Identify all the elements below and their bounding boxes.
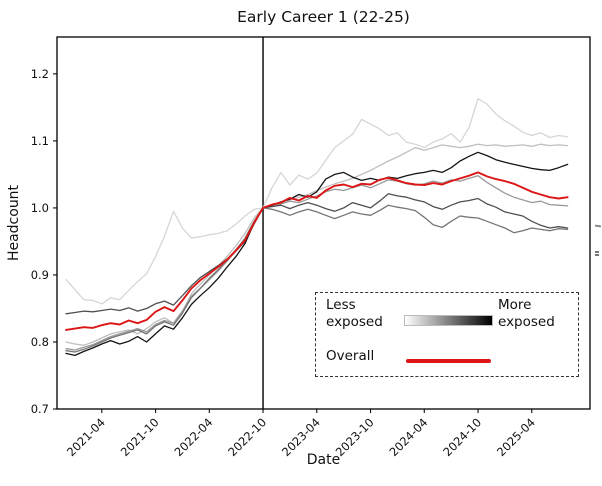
legend-overall-label: Overall	[326, 348, 375, 364]
y-tick-label: 0.9	[31, 268, 49, 282]
legend-more-exposed-label: More exposed	[498, 297, 555, 330]
series-line-exposure-1-least-exposed	[65, 98, 569, 305]
series-line-exposure-3	[65, 175, 569, 351]
x-axis-label: Date	[306, 452, 341, 468]
y-tick-label: 0.7	[31, 402, 49, 416]
exposure-gradient-swatch	[404, 315, 493, 326]
y-tick-label: 1.0	[31, 201, 49, 215]
legend: Less exposed More exposed Overall	[315, 292, 579, 377]
y-tick-label: 1.2	[31, 67, 49, 81]
chart-title: Early Career 1 (22-25)	[237, 8, 410, 26]
y-tick-label: 0.8	[31, 335, 49, 349]
series-line-exposure-4	[65, 204, 569, 353]
series-line-overall	[65, 171, 569, 331]
y-tick-label: 1.1	[31, 134, 49, 148]
cropped-adjacent-panel-mark	[595, 251, 599, 256]
series-line-exposure-6-most-exposed	[65, 151, 569, 357]
series-line-exposure-5	[65, 193, 569, 315]
overall-line-swatch	[406, 359, 491, 363]
plot-frame	[56, 36, 591, 410]
series-line-exposure-2	[65, 143, 569, 346]
legend-less-exposed-label: Less exposed	[326, 297, 383, 330]
